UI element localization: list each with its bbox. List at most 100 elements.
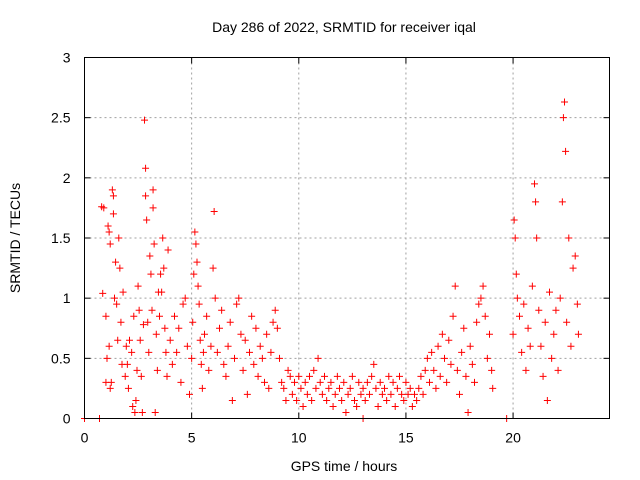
data-point	[216, 324, 223, 332]
data-point	[351, 396, 358, 404]
data-point	[460, 324, 468, 332]
data-point	[543, 396, 551, 404]
data-point	[443, 378, 451, 386]
data-point	[123, 360, 131, 368]
data-point	[222, 372, 230, 380]
data-point	[537, 342, 545, 350]
y-tick-label: 0	[63, 411, 71, 427]
data-point	[159, 234, 167, 242]
data-point	[142, 164, 150, 172]
data-point	[133, 366, 141, 374]
data-point	[164, 246, 172, 254]
data-point	[132, 396, 140, 404]
data-point	[370, 360, 378, 368]
data-point	[489, 384, 497, 392]
data-point	[445, 336, 453, 344]
data-point	[554, 366, 562, 374]
data-point	[438, 330, 446, 338]
data-point	[299, 402, 307, 410]
data-point	[396, 372, 403, 380]
data-point	[193, 258, 201, 266]
data-point	[346, 384, 354, 392]
data-point	[189, 318, 197, 326]
data-point	[119, 288, 127, 296]
data-point	[99, 289, 107, 297]
data-point	[329, 402, 337, 410]
data-point	[106, 384, 114, 392]
data-point	[541, 318, 549, 326]
data-point	[117, 318, 125, 326]
data-point	[163, 372, 171, 380]
data-point	[451, 282, 459, 290]
data-point	[327, 378, 335, 386]
data-point	[458, 348, 466, 356]
data-point	[152, 330, 160, 338]
data-point	[355, 378, 363, 386]
data-point	[190, 270, 198, 278]
data-point	[224, 342, 232, 350]
data-point	[383, 396, 391, 404]
data-point	[149, 186, 157, 194]
data-point	[453, 366, 461, 374]
data-point	[510, 216, 518, 224]
data-point	[142, 192, 150, 200]
data-point	[129, 402, 137, 410]
data-point	[135, 306, 143, 314]
data-point	[374, 402, 382, 410]
data-point	[348, 372, 356, 380]
data-point	[331, 390, 339, 398]
data-point	[475, 300, 483, 308]
data-point	[344, 390, 352, 398]
data-point	[228, 396, 236, 404]
data-point	[406, 384, 414, 392]
data-point	[338, 396, 346, 404]
data-point	[278, 378, 286, 386]
data-point	[456, 390, 463, 398]
y-tick-label: 1	[63, 290, 71, 306]
data-point	[363, 378, 371, 386]
data-point	[524, 324, 532, 332]
data-point	[359, 384, 367, 392]
data-point	[303, 390, 311, 398]
data-point	[483, 354, 491, 362]
data-point	[218, 306, 226, 314]
data-point	[574, 330, 582, 338]
data-point	[441, 354, 448, 362]
data-point	[105, 342, 113, 350]
x-tick-label: 20	[505, 430, 521, 446]
y-axis-label: SRMTID / TECUs	[7, 183, 23, 293]
data-point	[194, 282, 202, 290]
data-point	[162, 348, 170, 356]
data-point	[522, 366, 530, 374]
data-point	[105, 228, 113, 236]
data-point	[209, 264, 217, 272]
data-point	[376, 378, 384, 386]
data-point	[191, 228, 199, 236]
data-point	[295, 372, 303, 380]
data-point	[516, 312, 523, 320]
data-point	[512, 270, 520, 278]
data-point	[220, 360, 228, 368]
data-point	[108, 186, 116, 194]
y-tick-label: 3	[63, 50, 71, 66]
data-point	[263, 330, 271, 338]
data-point	[124, 384, 132, 392]
data-point	[107, 378, 115, 386]
data-point	[408, 402, 416, 410]
data-point	[449, 312, 457, 320]
data-point	[198, 384, 206, 392]
data-point	[565, 234, 573, 242]
data-point	[340, 378, 348, 386]
data-point	[248, 312, 256, 320]
data-point	[528, 282, 536, 290]
data-point	[366, 390, 373, 398]
data-point	[561, 98, 568, 106]
data-point	[252, 324, 260, 332]
data-point	[323, 396, 331, 404]
data-point	[114, 336, 122, 344]
data-point	[368, 372, 376, 380]
data-point	[563, 318, 571, 326]
data-point	[297, 384, 305, 392]
data-point	[213, 348, 221, 356]
